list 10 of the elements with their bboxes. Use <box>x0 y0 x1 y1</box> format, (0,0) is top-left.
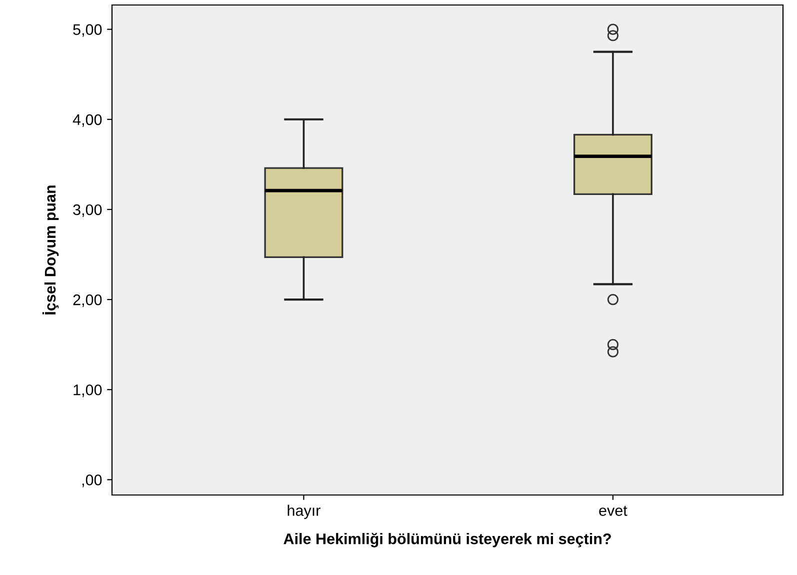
y-tick-label: ,00 <box>82 474 102 488</box>
y-tick-label: 5,00 <box>73 24 102 37</box>
x-tick-label: hayır <box>288 504 320 519</box>
y-tick-label: 4,00 <box>72 114 102 127</box>
x-axis-title: Aile Hekimliği bölümünü isteyerek mi seçtin? <box>284 532 611 548</box>
y-tick-label: 1,00 <box>74 384 102 398</box>
x-tick-label: evet <box>599 506 628 516</box>
y-tick-label: 2,00 <box>73 294 102 308</box>
y-tick-label: 3,00 <box>73 204 102 217</box>
y-axis-title: İçsel Doyum puan <box>42 186 59 314</box>
